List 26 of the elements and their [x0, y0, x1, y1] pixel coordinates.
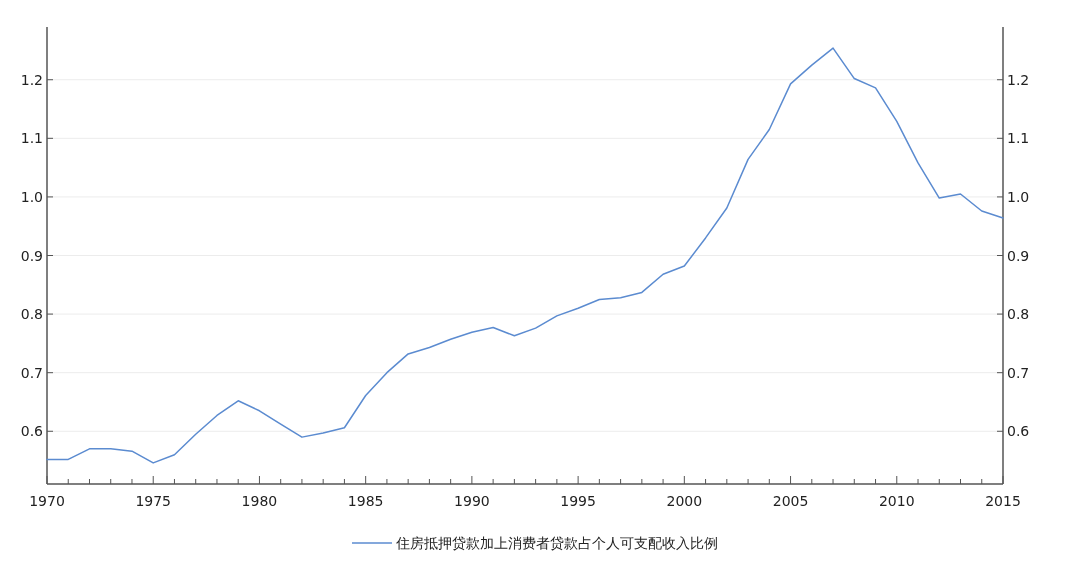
y2-tick-label: 1.2	[1007, 71, 1030, 88]
x-tick-label: 2000	[666, 493, 703, 509]
x-tick-label: 2010	[878, 493, 915, 509]
x-tick-label: 1985	[347, 493, 384, 509]
x-tick-label: 2005	[772, 493, 809, 509]
y2-tick-label: 0.6	[1007, 423, 1030, 440]
y2-tick-label: 0.8	[1007, 306, 1030, 323]
y-tick-label: 1.2	[20, 71, 43, 88]
y2-tick-label: 0.9	[1007, 247, 1030, 264]
x-tick-label: 1980	[241, 493, 278, 509]
x-tick-label: 1975	[135, 493, 172, 509]
y2-tick-label: 1.0	[1007, 188, 1030, 205]
y-tick-label: 0.9	[20, 247, 43, 264]
y-tick-label: 1.0	[20, 188, 43, 205]
y-tick-label: 0.6	[20, 423, 44, 440]
x-tick-label: 2015	[985, 493, 1021, 509]
y-tick-label: 0.8	[20, 306, 43, 323]
legend-label: 住房抵押贷款加上消费者贷款占个人可支配收入比例	[395, 535, 718, 551]
x-tick-label: 1970	[29, 493, 65, 509]
y2-tick-label: 1.1	[1007, 130, 1030, 147]
y-tick-label: 1.1	[20, 130, 43, 147]
y2-tick-label: 0.7	[1007, 364, 1030, 381]
y-tick-label: 0.7	[20, 364, 43, 381]
x-tick-label: 1990	[454, 493, 490, 509]
x-tick-label: 1995	[560, 493, 596, 509]
line-series	[46, 47, 1004, 464]
